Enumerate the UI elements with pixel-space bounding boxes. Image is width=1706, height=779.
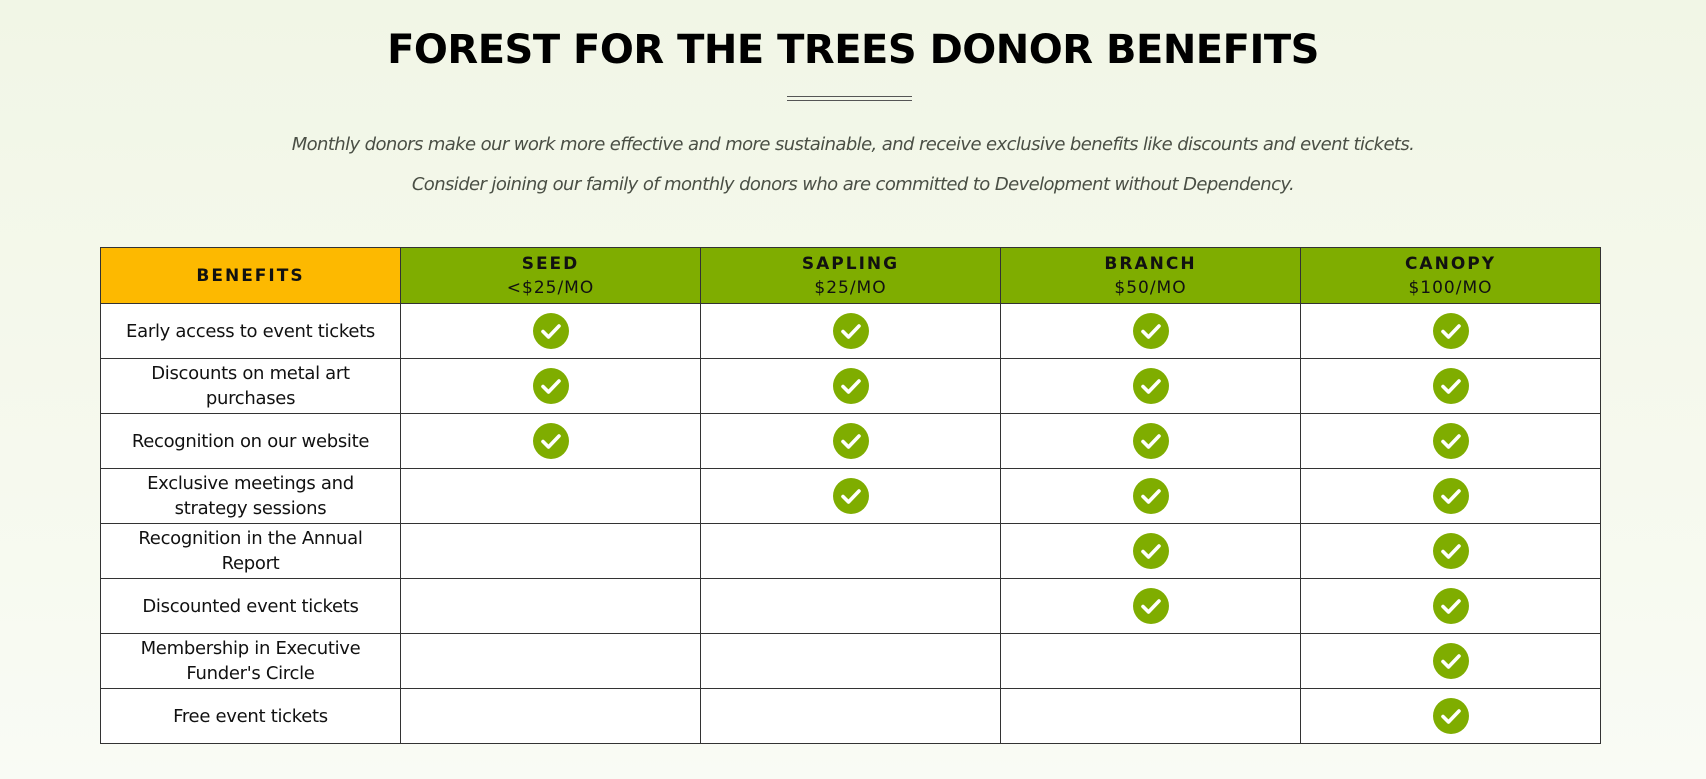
check-circle-icon <box>832 313 869 349</box>
benefit-label: Membership in Executive Funder's Circle <box>140 638 361 684</box>
benefit-cell: Recognition in the Annual Report <box>100 523 401 579</box>
check-circle-icon <box>1132 368 1169 404</box>
tier-name: BRANCH <box>1104 253 1197 274</box>
check-circle-icon <box>1132 423 1169 459</box>
check-circle-icon <box>1132 533 1169 569</box>
benefit-cell: Membership in Executive Funder's Circle <box>100 633 401 689</box>
header-row: BENEFITS SEED <$25/MO SAPLING $25/MO BRA… <box>100 247 1601 304</box>
benefit-label: Discounted event tickets <box>142 595 359 617</box>
benefit-label: Exclusive meetings and strategy sessions <box>147 473 354 519</box>
tier-cell <box>400 358 701 414</box>
tier-cell <box>1300 633 1601 689</box>
check-circle-icon <box>532 313 569 349</box>
tier-cell <box>1300 523 1601 579</box>
tier-cell <box>1000 523 1301 579</box>
check-circle-icon <box>1432 533 1469 569</box>
tier-cell <box>1300 578 1601 634</box>
check-circle-icon <box>1132 588 1169 624</box>
benefit-cell: Free event tickets <box>100 688 401 744</box>
tier-cell <box>700 468 1001 524</box>
tier-cell <box>1000 303 1301 359</box>
table-header: BENEFITS SEED <$25/MO SAPLING $25/MO BRA… <box>100 247 1601 304</box>
tier-cell <box>700 523 1001 579</box>
tier-cell <box>1000 633 1301 689</box>
check-circle-icon <box>832 368 869 404</box>
tier-name: SAPLING <box>801 253 900 274</box>
benefit-cell: Exclusive meetings and strategy sessions <box>100 468 401 524</box>
benefit-label: Recognition in the Annual Report <box>138 528 363 574</box>
check-circle-icon <box>1132 313 1169 349</box>
table-row: Recognition on our website <box>100 413 1601 469</box>
check-circle-icon <box>532 368 569 404</box>
tier-header-sapling: SAPLING $25/MO <box>700 247 1001 304</box>
tier-name: SEED <box>521 253 580 274</box>
page-title: FOREST FOR THE TREES DONOR BENEFITS <box>387 27 1319 73</box>
table-row: Early access to event tickets <box>100 303 1601 359</box>
tier-header-branch: BRANCH $50/MO <box>1000 247 1301 304</box>
benefit-label: Discounts on metal art purchases <box>151 363 350 409</box>
tier-cell <box>700 578 1001 634</box>
benefit-cell: Recognition on our website <box>100 413 401 469</box>
donor-benefits-table: BENEFITS SEED <$25/MO SAPLING $25/MO BRA… <box>100 247 1601 744</box>
tier-cell <box>400 633 701 689</box>
benefit-cell: Early access to event tickets <box>100 303 401 359</box>
check-circle-icon <box>832 478 869 514</box>
tier-cell <box>700 303 1001 359</box>
tier-cell <box>1000 413 1301 469</box>
tier-cell <box>1300 688 1601 744</box>
tier-cell <box>400 468 701 524</box>
tier-cell <box>1000 578 1301 634</box>
tier-price: $50/MO <box>1114 277 1187 298</box>
tier-header-seed: SEED <$25/MO <box>400 247 701 304</box>
table-row: Recognition in the Annual Report <box>100 523 1601 579</box>
tier-cell <box>1000 468 1301 524</box>
check-circle-icon <box>1432 368 1469 404</box>
benefits-column-header: BENEFITS <box>100 247 401 304</box>
tier-cell <box>700 688 1001 744</box>
tier-price: $25/MO <box>814 277 887 298</box>
table-row: Discounts on metal art purchases <box>100 358 1601 414</box>
table-row: Exclusive meetings and strategy sessions <box>100 468 1601 524</box>
tier-cell <box>1300 358 1601 414</box>
table-row: Membership in Executive Funder's Circle <box>100 633 1601 689</box>
tier-cell <box>700 413 1001 469</box>
benefit-cell: Discounted event tickets <box>100 578 401 634</box>
tier-cell <box>1000 358 1301 414</box>
tier-header-canopy: CANOPY $100/MO <box>1300 247 1601 304</box>
check-circle-icon <box>1432 698 1469 734</box>
table-body: Early access to event tickets Discounts o… <box>100 303 1601 744</box>
tier-cell <box>1000 688 1301 744</box>
check-circle-icon <box>1432 313 1469 349</box>
tier-price: $100/MO <box>1408 277 1493 298</box>
check-circle-icon <box>1432 478 1469 514</box>
check-circle-icon <box>1132 478 1169 514</box>
tier-cell <box>700 358 1001 414</box>
benefit-cell: Discounts on metal art purchases <box>100 358 401 414</box>
table-row: Free event tickets <box>100 688 1601 744</box>
intro-text-line-2: Consider joining our family of monthly d… <box>411 174 1295 195</box>
tier-cell <box>400 303 701 359</box>
intro-text-line-1: Monthly donors make our work more effect… <box>291 134 1415 155</box>
tier-name: CANOPY <box>1404 253 1497 274</box>
tier-cell <box>1300 413 1601 469</box>
tier-cell <box>400 523 701 579</box>
tier-cell <box>700 633 1001 689</box>
tier-cell <box>1300 468 1601 524</box>
benefit-label: Recognition on our website <box>131 430 370 452</box>
check-circle-icon <box>1432 423 1469 459</box>
check-circle-icon <box>1432 643 1469 679</box>
check-circle-icon <box>1432 588 1469 624</box>
check-circle-icon <box>832 423 869 459</box>
tier-cell <box>400 578 701 634</box>
tier-cell <box>400 688 701 744</box>
tier-price: <$25/MO <box>506 277 595 298</box>
benefit-label: Early access to event tickets <box>126 320 375 342</box>
tier-cell <box>1300 303 1601 359</box>
tier-cell <box>400 413 701 469</box>
benefit-label: Free event tickets <box>173 705 328 727</box>
check-circle-icon <box>532 423 569 459</box>
title-divider <box>787 96 912 101</box>
table-row: Discounted event tickets <box>100 578 1601 634</box>
